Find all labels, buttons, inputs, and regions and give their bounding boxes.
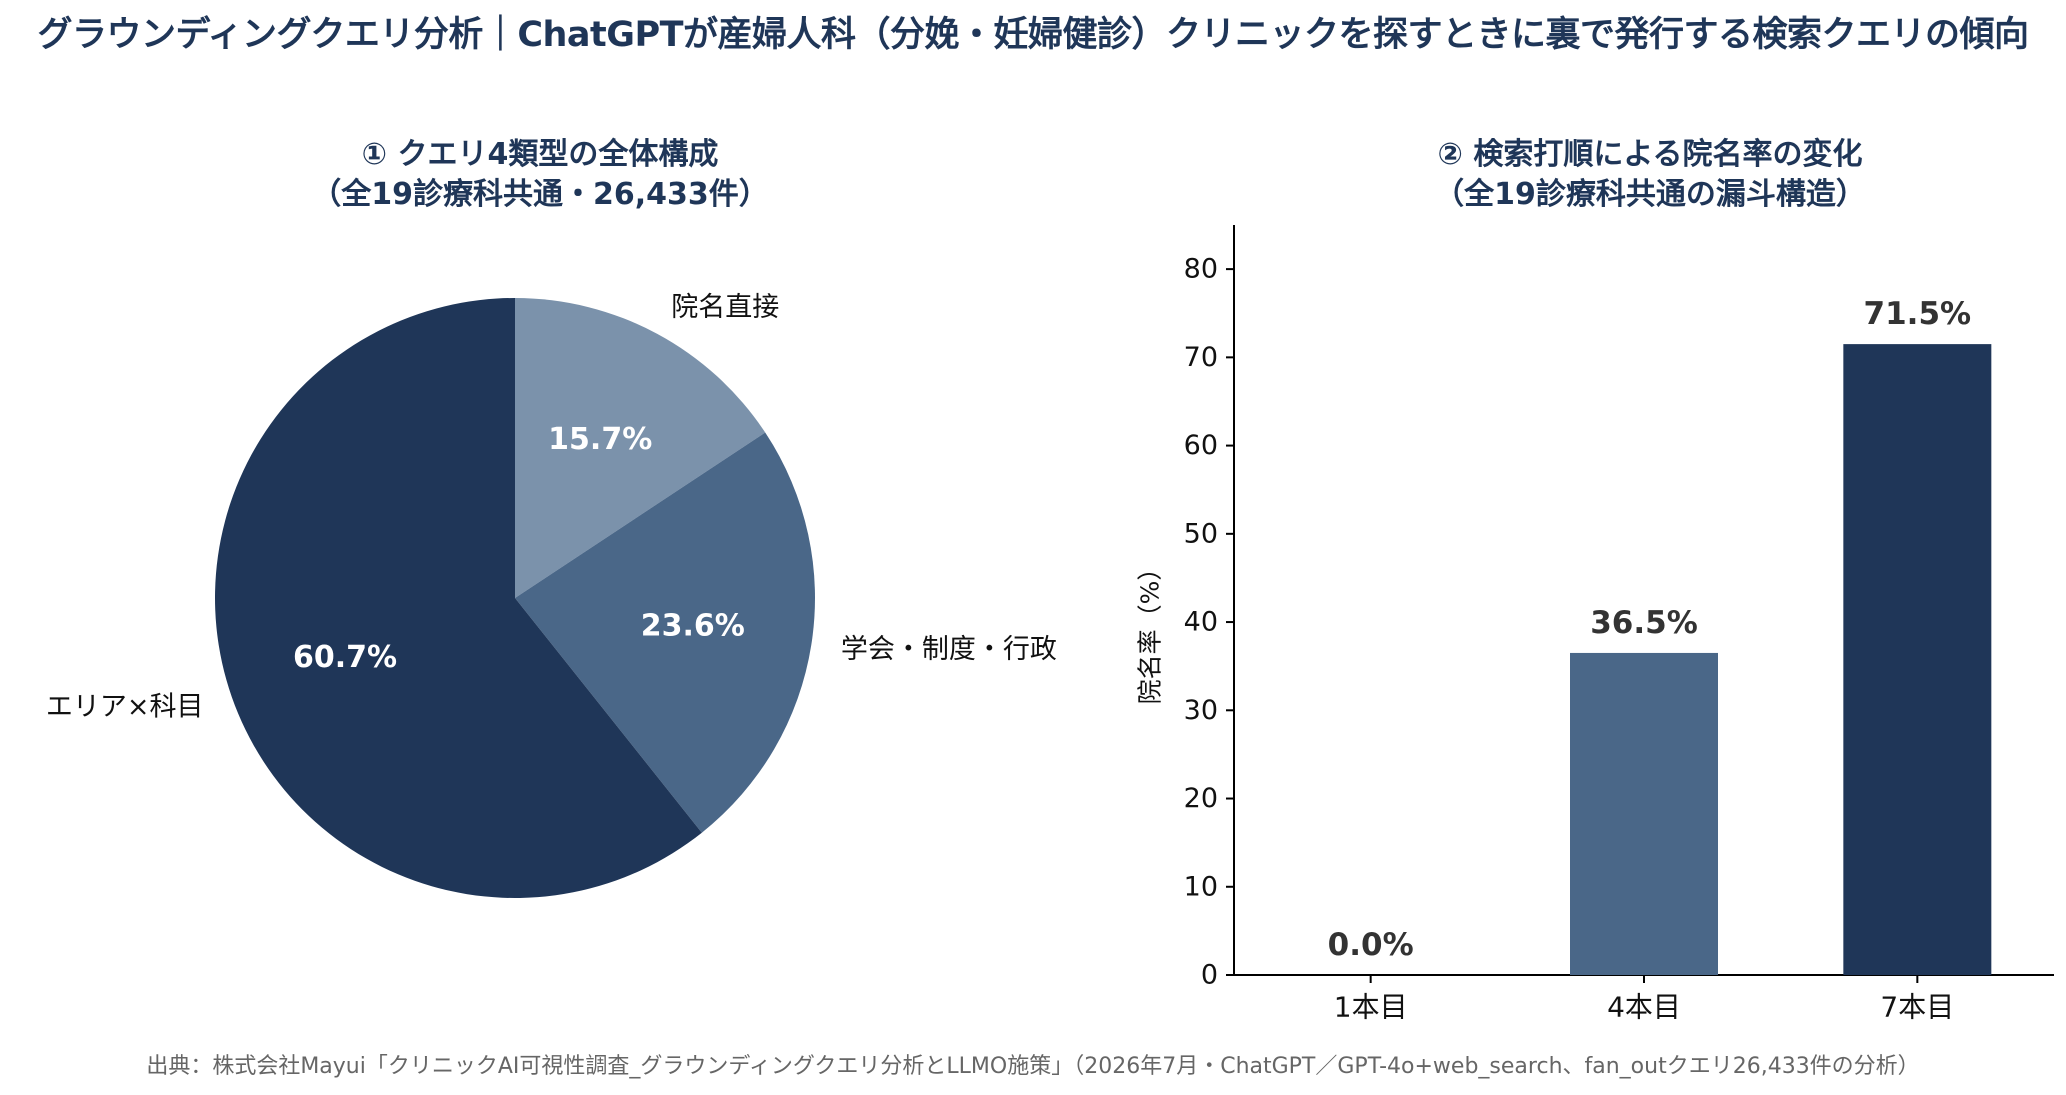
source-note: 出典：株式会社Mayui「クリニックAI可視性調査_グラウンディングクエリ分析と… <box>146 1054 1920 1079</box>
bar <box>1843 344 1992 975</box>
pie-slice <box>215 298 702 898</box>
pie-title-line-2: （全19診療科共通・26,433件） <box>311 177 769 212</box>
y-tick-label: 20 <box>1184 783 1218 814</box>
y-tick-label: 80 <box>1184 254 1218 285</box>
y-axis-title: 院名率（%） <box>1136 556 1165 705</box>
y-tick-label: 0 <box>1201 960 1218 991</box>
pie-chart-title: ① クエリ4類型の全体構成 （全19診療科共通・26,433件） <box>170 135 910 215</box>
pie-value-label: 60.7% <box>293 640 397 675</box>
x-tick-label: 1本目 <box>1334 991 1408 1024</box>
y-tick-label: 70 <box>1184 342 1218 373</box>
bar-value-label: 0.0% <box>1328 927 1414 963</box>
x-tick-label: 4本目 <box>1607 991 1681 1024</box>
pie-category-label: エリア×科目 <box>46 691 204 722</box>
bar-title-line-1: ② 検索打順による院名率の変化 <box>1437 137 1863 172</box>
pie-value-label: 15.7% <box>548 422 652 457</box>
pie-category-label: 院名直接 <box>671 292 779 323</box>
y-tick-label: 60 <box>1184 430 1218 461</box>
bar-title-line-2: （全19診療科共通の漏斗構造） <box>1434 177 1866 212</box>
bar-chart: 0 10 20 30 40 50 60 70 80 院名率（%） 1本目 0.0% 4本目 36.5% 7本… <box>1136 225 2054 1024</box>
x-tick-label: 7本目 <box>1880 991 1954 1024</box>
y-tick-label: 10 <box>1184 871 1218 902</box>
y-tick-label: 30 <box>1184 695 1218 726</box>
bar-chart-title: ② 検索打順による院名率の変化 （全19診療科共通の漏斗構造） <box>1280 135 2020 215</box>
y-tick-label: 50 <box>1184 518 1218 549</box>
pie-value-label: 23.6% <box>641 609 745 644</box>
bar-value-label: 71.5% <box>1864 296 1972 332</box>
main-title: グラウンディングクエリ分析｜ChatGPTが産婦人科（分娩・妊婦健診）クリニック… <box>37 15 2029 55</box>
pie-chart: 15.7% 院名直接 23.6% 学会・制度・行政 60.7% エリア×科目 <box>46 292 1057 898</box>
pie-slice <box>515 298 766 598</box>
bar-value-label: 36.5% <box>1590 605 1698 641</box>
pie-slice <box>515 432 816 833</box>
bar <box>1570 652 1718 975</box>
pie-title-line-1: ① クエリ4類型の全体構成 <box>361 137 719 172</box>
pie-category-label: 学会・制度・行政 <box>841 634 1057 665</box>
y-tick-label: 40 <box>1184 607 1218 638</box>
